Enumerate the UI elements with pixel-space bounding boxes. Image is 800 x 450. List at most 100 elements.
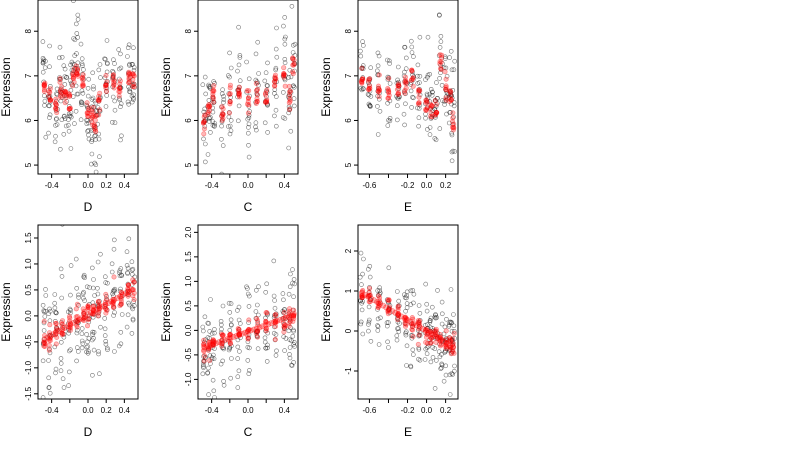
observed-point [89,139,94,144]
observed-point [253,77,259,83]
observed-point [290,307,296,313]
fitted-point [437,343,443,349]
observed-point [408,82,414,87]
observed-point [235,337,241,343]
observed-point [427,125,433,130]
fitted-trend-point [398,313,405,320]
fitted-trend-point [236,331,243,338]
fitted-point [118,296,124,302]
y-tick-label: 0 [344,328,353,333]
fitted-point [263,310,269,316]
observed-point [112,107,118,113]
fitted-point [80,77,86,83]
fitted-trend-point [41,336,48,343]
fitted-point [385,86,391,92]
fitted-point [377,298,383,304]
fitted-point [70,70,76,76]
fitted-point [443,336,449,342]
fitted-point [448,97,454,103]
observed-point [447,110,453,115]
fitted-point [63,89,69,95]
observed-point [245,286,250,291]
fitted-point [70,75,76,81]
fitted-point [71,79,77,85]
fitted-point [415,341,421,347]
observed-point [245,344,251,350]
fitted-point [103,299,109,305]
fitted-point [206,102,212,108]
observed-point [291,96,297,101]
observed-point [117,268,123,274]
fitted-point [227,85,233,91]
fitted-point [443,341,449,347]
observed-point [52,318,58,324]
fitted-point [41,87,47,93]
fitted-point [59,84,65,90]
observed-point [396,329,402,334]
observed-point [450,122,456,127]
observed-point [265,83,270,89]
observed-point [82,275,87,281]
fitted-point [81,310,87,316]
fitted-point [236,328,242,334]
fitted-point [96,112,102,118]
fitted-point [428,101,434,107]
observed-point [256,284,261,290]
observed-point [264,359,270,364]
fitted-point [262,99,268,105]
observed-point [81,316,87,321]
y-axis-title: Expression [0,57,13,116]
fitted-point [280,320,286,326]
fitted-point [131,279,137,285]
fitted-point [402,87,408,93]
observed-point [74,319,80,325]
y-tick-label: -0.5 [24,334,33,348]
fitted-point [41,339,47,345]
observed-point [226,338,231,344]
observed-point [89,128,94,133]
fitted-point [272,72,278,78]
observed-point [43,134,49,140]
observed-point [58,339,64,345]
observed-point [73,66,79,71]
observed-point [376,96,382,102]
observed-point [375,292,381,298]
fitted-point [291,312,297,318]
observed-point [417,92,423,98]
observed-point [286,311,292,317]
fitted-point [68,105,74,111]
observed-point [262,339,268,345]
observed-point [57,44,63,50]
observed-point [280,291,286,296]
fitted-point [103,305,109,311]
observed-point [67,113,73,119]
fitted-point [207,358,213,364]
observed-point [98,75,103,80]
fitted-point [281,73,287,79]
fitted-point [92,126,98,132]
fitted-point [428,103,434,109]
fitted-point [281,309,287,315]
y-axis-title: Expression [159,57,173,116]
observed-point [283,34,288,40]
fitted-point [210,87,216,93]
observed-point [437,333,443,339]
fitted-point [438,59,444,65]
observed-point [281,322,287,327]
fitted-point [73,314,79,320]
observed-point [281,334,287,340]
fitted-point [395,305,401,311]
fitted-point [236,326,242,332]
y-tick-label: -0.5 [184,347,193,361]
fitted-point [227,82,233,88]
fitted-point [67,106,73,112]
observed-point [46,311,52,317]
observed-point [46,384,52,390]
observed-point [368,297,374,303]
fitted-point [286,306,292,312]
observed-point [423,346,429,352]
observed-point [441,378,447,384]
fitted-point [201,347,207,353]
observed-point [361,256,366,262]
fitted-point [220,106,226,112]
